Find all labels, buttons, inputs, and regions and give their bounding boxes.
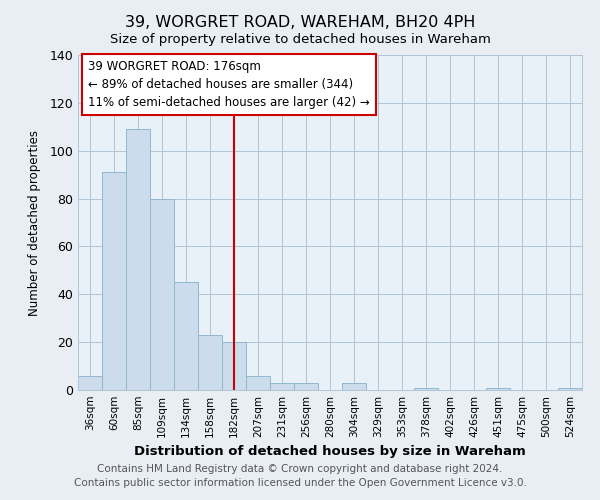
Bar [198, 335, 222, 390]
Bar [342, 383, 366, 390]
Bar [222, 342, 246, 390]
Bar [486, 388, 510, 390]
Bar [558, 388, 582, 390]
X-axis label: Distribution of detached houses by size in Wareham: Distribution of detached houses by size … [134, 446, 526, 458]
Bar [102, 172, 126, 390]
Bar [150, 198, 174, 390]
Text: 39 WORGRET ROAD: 176sqm
← 89% of detached houses are smaller (344)
11% of semi-d: 39 WORGRET ROAD: 176sqm ← 89% of detache… [88, 60, 370, 109]
Bar [414, 388, 438, 390]
Text: Contains HM Land Registry data © Crown copyright and database right 2024.
Contai: Contains HM Land Registry data © Crown c… [74, 464, 526, 487]
Bar [270, 383, 294, 390]
Y-axis label: Number of detached properties: Number of detached properties [28, 130, 41, 316]
Bar [246, 376, 270, 390]
Bar [174, 282, 198, 390]
Bar [78, 376, 102, 390]
Text: Size of property relative to detached houses in Wareham: Size of property relative to detached ho… [110, 32, 490, 46]
Text: 39, WORGRET ROAD, WAREHAM, BH20 4PH: 39, WORGRET ROAD, WAREHAM, BH20 4PH [125, 15, 475, 30]
Bar [126, 129, 150, 390]
Bar [294, 383, 318, 390]
